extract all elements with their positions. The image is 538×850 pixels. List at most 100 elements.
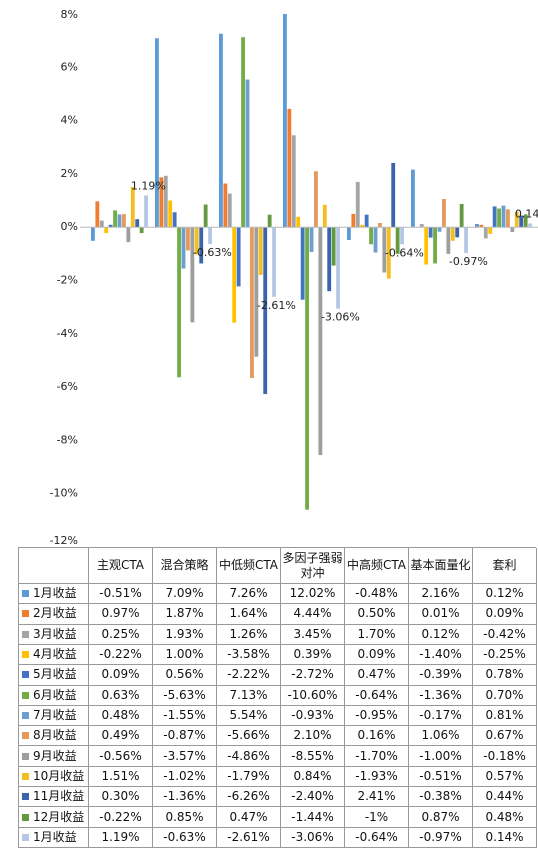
cell-text: -0.25% xyxy=(483,647,526,662)
cell-text: 中低频CTA xyxy=(219,558,278,572)
bar xyxy=(360,224,365,228)
bar xyxy=(250,227,254,379)
bar xyxy=(117,214,122,228)
category-header: 中低频CTA xyxy=(217,548,281,584)
bar xyxy=(369,227,373,245)
bar xyxy=(241,37,245,228)
table-cell: -0.22% xyxy=(89,644,153,666)
cell-text: -0.64% xyxy=(355,829,398,844)
table-cell: 0.01% xyxy=(409,604,473,625)
data-label: -2.61% xyxy=(257,299,296,312)
bar xyxy=(263,227,268,395)
table-cell: 2.10% xyxy=(281,726,345,747)
table-cell: -1.55% xyxy=(153,705,217,727)
table-cell: -0.51% xyxy=(89,584,153,605)
bar xyxy=(199,227,204,264)
table-cell: 1.70% xyxy=(345,624,409,645)
legend-label: 5月收益 xyxy=(33,667,77,682)
cell-text: -0.22% xyxy=(99,647,142,662)
legend-entry: 7月收益 xyxy=(19,705,89,727)
bar xyxy=(144,195,148,228)
table-cell: 0.14% xyxy=(473,827,537,848)
bar xyxy=(300,227,305,300)
legend-label: 8月收益 xyxy=(33,728,77,743)
bar xyxy=(219,33,223,228)
bar xyxy=(254,227,259,357)
table-cell: -1.02% xyxy=(153,766,217,788)
table-cell: 0.85% xyxy=(153,807,217,828)
category-header: 基本面量化 xyxy=(409,548,473,584)
data-label: -0.97% xyxy=(449,255,488,268)
table-cell: -0.42% xyxy=(473,624,537,645)
table-cell: 0.57% xyxy=(473,766,537,788)
legend-entry: 6月收益 xyxy=(19,685,89,706)
bar xyxy=(528,223,532,228)
data-label: -0.64% xyxy=(385,246,424,259)
table-cell: 0.63% xyxy=(89,685,153,706)
y-tick-label: 2% xyxy=(61,167,78,180)
table-cell: -5.63% xyxy=(153,685,217,706)
table-cell: -2.22% xyxy=(217,665,281,686)
table-cell: -0.95% xyxy=(345,705,409,727)
cell-text: 0.85% xyxy=(165,809,204,824)
table-cell: 1.06% xyxy=(409,726,473,747)
table-cell: -0.51% xyxy=(409,766,473,788)
bar xyxy=(159,177,164,228)
category-header: 主观CTA xyxy=(89,548,153,584)
table-cell: -0.25% xyxy=(473,644,537,666)
category-header: 多因子强弱对冲 xyxy=(281,548,345,584)
legend-label: 4月收益 xyxy=(33,647,77,662)
table-cell: -3.06% xyxy=(281,827,345,848)
table-cell: -0.17% xyxy=(409,705,473,727)
legend-swatch xyxy=(22,651,29,659)
table-cell: 0.09% xyxy=(89,665,153,686)
table-cell: 0.30% xyxy=(89,787,153,808)
cell-text: 0.48% xyxy=(101,707,140,722)
bar xyxy=(475,224,479,228)
bar xyxy=(519,215,524,228)
table-cell: 0.84% xyxy=(281,766,345,788)
cell-text: -0.42% xyxy=(483,626,526,641)
bar xyxy=(419,224,424,228)
cell-text: 0.70% xyxy=(485,687,524,702)
data-table: 主观CTA 混合策略 中低频CTA 多因子强弱对冲 中高频CTA 基本面量化 套利 1月收益 -… xyxy=(18,547,537,848)
category-header: 套利 xyxy=(473,548,537,584)
table-cell: 0.87% xyxy=(409,807,473,828)
bar xyxy=(186,227,190,251)
table-cell: 0.44% xyxy=(473,787,537,808)
cell-text: 0.84% xyxy=(293,768,332,783)
bar xyxy=(523,214,528,228)
table-cell: 1.26% xyxy=(217,624,281,645)
table-cell: 1.93% xyxy=(153,624,217,645)
legend-entry: 3月收益 xyxy=(19,624,89,645)
cell-text: 12.02% xyxy=(289,586,336,601)
table-cell: 0.09% xyxy=(345,644,409,666)
bar xyxy=(194,227,199,255)
legend-swatch xyxy=(22,732,29,740)
bar xyxy=(501,205,506,228)
table-cell: 1.64% xyxy=(217,604,281,625)
cell-text: -1.70% xyxy=(355,748,398,763)
table-cell: 0.16% xyxy=(345,726,409,747)
table-cell: -0.56% xyxy=(89,746,153,767)
bar xyxy=(232,227,237,323)
bar xyxy=(135,219,140,228)
bar xyxy=(177,227,181,378)
legend-entry: 4月收益 xyxy=(19,644,89,666)
cell-text: -1.02% xyxy=(163,768,206,783)
bar xyxy=(347,227,351,240)
legend-label: 10月收益 xyxy=(33,768,85,783)
bar xyxy=(99,220,104,228)
bar xyxy=(95,201,100,228)
bar xyxy=(314,171,318,228)
y-tick-label: -2% xyxy=(57,274,78,287)
cell-text: -0.51% xyxy=(99,586,142,601)
cell-text: -1.36% xyxy=(419,687,462,702)
cell-text: 0.57% xyxy=(485,768,524,783)
table-cell: 0.81% xyxy=(473,705,537,727)
table-cell: 1.51% xyxy=(89,766,153,788)
cell-text: -1.36% xyxy=(163,789,206,804)
cell-text: 1.19% xyxy=(101,829,140,844)
cell-text: 0.78% xyxy=(485,667,524,682)
